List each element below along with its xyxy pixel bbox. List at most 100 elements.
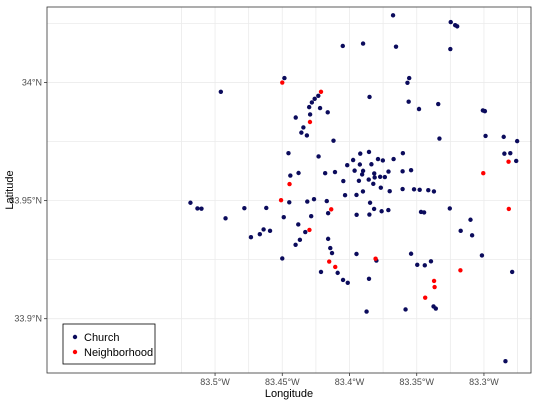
church-point-118 xyxy=(422,263,427,268)
church-point-20 xyxy=(416,106,422,112)
church-point-117 xyxy=(415,262,420,268)
church-point-96 xyxy=(386,207,391,213)
church-point-131 xyxy=(503,358,508,364)
church-point-102 xyxy=(469,233,475,238)
church-point-8 xyxy=(282,75,287,81)
grid xyxy=(47,7,531,373)
church-point-11 xyxy=(218,89,224,94)
church-point-43 xyxy=(375,156,381,162)
church-point-74 xyxy=(360,189,366,194)
y-tick-label-1: 33.95°N xyxy=(9,196,42,206)
church-point-41 xyxy=(514,158,519,164)
neighborhood-point-3 xyxy=(481,171,486,176)
church-point-70 xyxy=(411,187,417,192)
church-point-65 xyxy=(288,173,293,178)
neighborhood-point-11 xyxy=(326,259,332,264)
neighborhood-point-8 xyxy=(506,206,512,212)
church-point-86 xyxy=(264,205,269,211)
church-point-60 xyxy=(356,178,362,183)
church-point-33 xyxy=(331,138,336,143)
church-point-103 xyxy=(261,227,266,232)
legend-label-neighborhood: Neighborhood xyxy=(84,347,153,359)
x-tick-label-0: 83.5°W xyxy=(200,377,230,387)
church-point-15 xyxy=(406,99,411,104)
panel-border xyxy=(46,6,532,374)
y-axis-ticks: 33.9°N 33.95°N 34°N xyxy=(9,78,47,324)
church-point-68 xyxy=(387,188,392,194)
church-point-16 xyxy=(309,100,315,105)
neighborhood-point-16 xyxy=(422,295,428,300)
church-point-95 xyxy=(379,209,384,214)
church-point-114 xyxy=(354,251,359,257)
church-point-87 xyxy=(223,216,228,221)
legend: Church Neighborhood xyxy=(62,323,156,365)
neighborhood-point-2 xyxy=(307,119,313,125)
church-point-3 xyxy=(454,24,460,29)
church-point-119 xyxy=(428,259,434,264)
neighborhood-point-14 xyxy=(431,278,437,284)
church-point-28 xyxy=(304,133,310,138)
x-tick-label-3: 83.35°W xyxy=(399,377,434,387)
church-point-108 xyxy=(297,237,303,243)
x-axis-ticks: 83.5°W 83.45°W 83.4°W 83.35°W 83.3°W xyxy=(200,373,499,387)
church-point-71 xyxy=(417,187,422,192)
church-point-53 xyxy=(386,169,391,174)
church-point-111 xyxy=(329,250,335,256)
church-point-76 xyxy=(342,192,348,198)
series-neighborhood xyxy=(278,80,512,300)
church-point-112 xyxy=(328,245,333,251)
church-point-51 xyxy=(359,172,365,177)
church-point-116 xyxy=(408,251,414,256)
neighborhood-point-0 xyxy=(280,80,285,85)
church-point-99 xyxy=(447,206,452,211)
church-point-73 xyxy=(431,189,437,194)
church-point-24 xyxy=(307,112,313,117)
church-point-113 xyxy=(280,256,285,261)
church-point-9 xyxy=(406,75,412,81)
neighborhood-point-10 xyxy=(373,256,378,261)
neighborhood-point-7 xyxy=(329,207,334,212)
church-point-23 xyxy=(325,110,330,115)
data-points xyxy=(188,13,520,364)
church-point-4 xyxy=(360,41,366,46)
church-point-90 xyxy=(308,214,314,219)
church-point-79 xyxy=(311,197,317,202)
x-tick-label-1: 83.45°W xyxy=(265,377,300,387)
church-point-52 xyxy=(372,171,377,176)
church-point-29 xyxy=(483,133,488,139)
church-point-67 xyxy=(378,185,384,190)
church-point-49 xyxy=(360,168,366,174)
church-point-37 xyxy=(358,151,363,156)
church-point-94 xyxy=(371,206,377,212)
church-point-12 xyxy=(316,93,321,98)
church-point-104 xyxy=(257,231,263,237)
church-point-64 xyxy=(296,170,301,176)
church-point-25 xyxy=(293,115,298,120)
church-point-38 xyxy=(400,150,406,156)
church-point-89 xyxy=(296,222,301,227)
church-point-32 xyxy=(514,138,520,144)
church-point-46 xyxy=(369,162,374,167)
church-point-78 xyxy=(324,198,329,204)
church-point-34 xyxy=(366,149,372,155)
church-point-82 xyxy=(188,200,193,205)
church-point-36 xyxy=(316,154,321,159)
church-point-63 xyxy=(322,171,328,176)
church-point-83 xyxy=(195,206,200,211)
legend-marker-neighborhood xyxy=(72,349,78,355)
church-point-98 xyxy=(421,210,427,215)
church-point-42 xyxy=(350,157,356,163)
church-point-109 xyxy=(293,242,298,247)
church-point-77 xyxy=(367,200,373,205)
church-point-106 xyxy=(267,228,273,234)
neighborhood-point-4 xyxy=(287,181,292,187)
church-point-55 xyxy=(408,167,414,173)
legend-label-church: Church xyxy=(84,332,119,344)
x-tick-label-2: 83.4°W xyxy=(335,377,365,387)
church-point-39 xyxy=(502,151,507,156)
church-point-88 xyxy=(281,214,286,220)
church-point-91 xyxy=(325,210,331,216)
y-tick-label-0: 33.9°N xyxy=(14,314,42,324)
church-point-22 xyxy=(482,108,488,114)
church-point-57 xyxy=(377,174,383,179)
